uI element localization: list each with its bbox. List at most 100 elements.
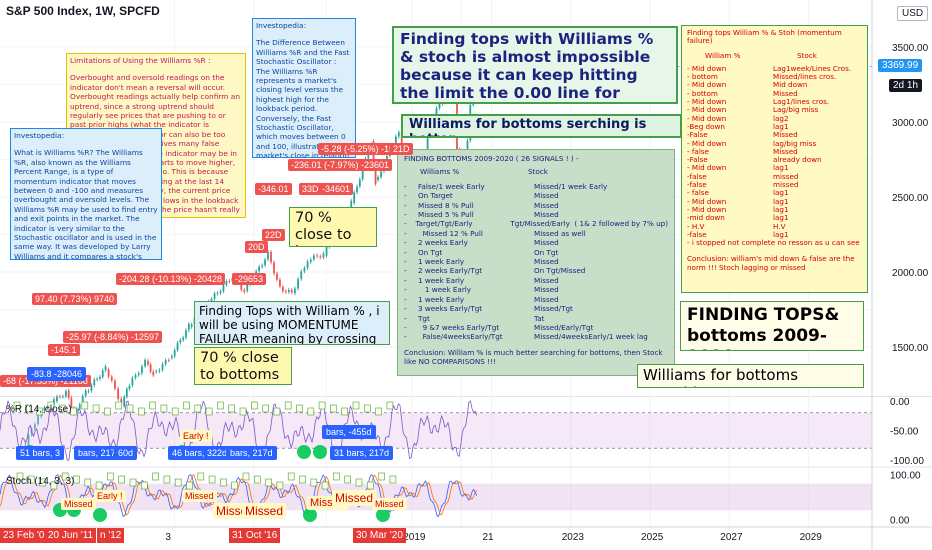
williams-tick-label: -50.00 [890,427,919,438]
bottoms-table-row: - False/1 week Early Missed/1 week Early [404,182,668,191]
bottoms-table-cell: On Tgt [418,247,443,257]
price-candle [84,390,87,396]
price-candle [290,289,293,293]
bottoms-table-row: - 2 weeks Early Missed [404,238,668,247]
tops-table-cell: lag1 [773,188,789,198]
signal-flag [355,478,363,487]
price-candle [70,397,73,408]
bottoms-table-row: - 9 &7 weeks Early/Tgt Missed/Early/Tgt [404,323,668,332]
tops-table-cell: - Mid down [687,80,727,90]
bottoms-col-williams: Williams % [420,167,460,177]
bottoms-table-cell: - [404,257,407,267]
bottoms-table-cell: Missed [534,294,559,304]
price-candle [361,167,364,180]
price-candle [297,278,299,289]
investopedia-mid-note: Investopedia: The Difference Between Wil… [252,18,356,158]
bottoms-table-row: - On Target Missed [404,191,668,200]
signal-flag [115,401,122,410]
bottom-signal-marker [297,445,311,459]
price-candle [187,323,190,331]
price-candle [104,366,107,371]
price-badge: 20D [245,241,268,253]
bottoms-table-cell: False/4weeksEarly/Tgt [418,332,503,342]
price-candle [182,337,185,341]
currency-button[interactable]: USD [897,6,929,21]
price-candle [128,385,131,389]
price-badge: -204.28 (-10.13%) -20428 [116,273,226,285]
bottoms-table-row: - On Tgt On Tgt [404,248,668,257]
tops-table-cell: - bottom [687,88,718,98]
signal-flag [186,481,193,490]
finding-tops-note: Finding tops with Williams % & stoch is … [392,26,678,104]
tops-table-row: -mid down lag1 [687,213,862,223]
price-candle [319,256,322,258]
price-candle [313,255,315,260]
price-candle [185,330,187,338]
signal-flag [265,478,272,487]
time-tick-label: 2019 [403,532,426,543]
price-candle [394,136,397,146]
signal-flag [194,404,202,413]
signal-flag [231,481,238,490]
bottoms-table-row: - Missed 12 % Pull Missed as well [404,229,668,238]
tops-table-cell: -false [687,180,707,190]
tops-table-cell: H.V [773,221,786,231]
williams-bars-label: bars, 217d [226,446,277,460]
price-candle [152,371,155,376]
tops-table-cell: -false [687,229,707,239]
price-candle [367,153,370,159]
bottoms-table-cell: - [404,294,407,304]
bottoms-table-row: - 1 week Early Missed [404,276,668,285]
williams-bars-label: 31 bars, 217d [330,446,394,460]
price-candle [316,255,318,257]
signal-flag [13,401,21,410]
time-tick-label: 2023 [562,532,585,543]
bottoms-table-cell: Missed [534,210,559,220]
price-candle [350,200,353,209]
signal-flag [61,472,69,481]
price-candle [240,283,243,290]
price-candle [284,291,287,293]
price-candle [380,171,382,177]
missed-label: Missed [242,503,287,519]
tops-table-cell: lag/big miss [773,138,817,148]
price-candle [438,103,441,109]
missed-label: Missed [372,498,407,510]
price-candle [279,279,281,287]
signal-flag [95,481,103,490]
price-candle [267,251,269,260]
bottoms-table-cell: Tat [534,313,545,323]
price-badge: -5.28 (-5.25%) -15247 [318,143,413,155]
williams-bars-label: 51 bars, 3 [16,446,65,460]
bottoms-table-cell: - [404,228,407,238]
bottoms-table-cell: Missed/Tgt [534,304,573,314]
bottoms-table-cell: Tgt [418,313,430,323]
bottoms-table-cell: - [404,266,407,276]
price-candle [67,390,70,398]
bottoms-table-cell: - [404,313,407,323]
price-candle [219,291,222,293]
bottoms-table-row: - 1 week Early Missed [404,257,668,266]
tops-table-row: - bottom Missed/lines cros. [687,72,862,81]
bottoms-table-cell: Tgt/Missed/Early ( 1& 2 followed by 7% u… [510,219,668,229]
tops-table-cell: Missed [773,146,798,156]
signal-flag [228,404,235,413]
price-tick-label: 2000.00 [892,268,929,279]
bottoms-table-cell: Missed 8 % Pull [418,200,474,210]
missed-label: Missed [182,490,217,502]
bottoms-table-cell: - [404,304,407,314]
bottoms-table-cell: Missed as well [534,228,586,238]
price-candle [158,370,161,372]
bottoms-table-cell: 9 &7 weeks Early/Tgt [418,322,500,332]
tops-table-cell: lag1 [773,204,789,214]
bottoms-table-row: - Target/Tgt/Early Tgt/Missed/Early ( 1& 2… [404,219,668,228]
price-candle [228,281,231,282]
price-candle [125,388,128,397]
price-candle [144,359,146,367]
tops-table-cell: lag1 [773,213,789,223]
bottoms-table-cell: 3 weeks Early/Tgt [418,304,483,314]
stoch-title: Stoch (14, 3, 3) [6,476,75,487]
williams-bottoms-better-note: Williams for bottoms serching is better [401,114,682,138]
